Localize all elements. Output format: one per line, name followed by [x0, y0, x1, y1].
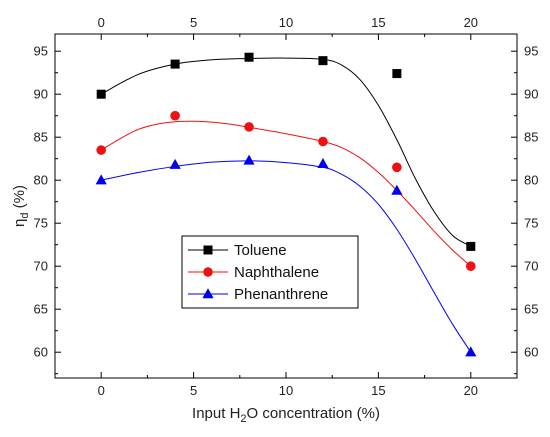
- y-tick-label-left: 85: [34, 130, 48, 145]
- phenanthrene-point: [169, 158, 181, 169]
- x-tick-label-top: 10: [279, 15, 293, 30]
- x-tick-label-bottom: 20: [464, 383, 478, 398]
- x-tick-label-top: 0: [98, 15, 105, 30]
- plot-frame: [54, 33, 518, 379]
- naphthalene-point: [170, 110, 180, 121]
- x-tick-label-bottom: 5: [190, 383, 197, 398]
- phenanthrene-point: [391, 184, 403, 195]
- phenanthrene-point: [465, 346, 477, 357]
- y-tick-label-right: 85: [524, 130, 538, 145]
- y-tick-label-right: 70: [524, 259, 538, 274]
- y-tick-label-right: 65: [524, 302, 538, 317]
- naphthalene-point: [318, 136, 328, 147]
- y-tick-label-left: 80: [34, 173, 48, 188]
- y-tick-label-right: 90: [524, 87, 538, 102]
- x-tick-label-bottom: 0: [98, 383, 105, 398]
- y-tick-label-right: 80: [524, 173, 538, 188]
- y-axis-title: ηd (%): [11, 185, 31, 227]
- y-tick-label-left: 95: [34, 44, 48, 59]
- y-tick-label-right: 75: [524, 216, 538, 231]
- toluene-point: [170, 59, 180, 69]
- toluene-curve: [100, 57, 472, 247]
- x-tick-label-top: 15: [371, 15, 385, 30]
- y-tick-label-left: 60: [34, 345, 48, 360]
- phenanthrene-point: [317, 158, 329, 169]
- naphthalene-point: [392, 162, 402, 173]
- legend-label-phenanthrene: Phenanthrene: [234, 286, 328, 303]
- legend-marker-toluene: [203, 245, 213, 255]
- y-tick-label-right: 60: [524, 345, 538, 360]
- legend-marker-phenanthrene: [202, 288, 214, 299]
- y-tick-label-left: 75: [34, 216, 48, 231]
- toluene-point: [96, 89, 106, 99]
- axis-ticks: [54, 34, 518, 378]
- toluene-point: [244, 52, 254, 62]
- legend-marker-naphthalene: [203, 267, 213, 277]
- x-tick-label-top: 5: [190, 15, 197, 30]
- naphthalene-point: [244, 122, 254, 132]
- legend-label-naphthalene: Naphthalene: [234, 264, 319, 281]
- phenanthrene-curve: [101, 160, 472, 353]
- y-tick-label-right: 95: [524, 44, 538, 59]
- phenanthrene-point: [95, 174, 107, 185]
- y-tick-label-left: 65: [34, 302, 48, 317]
- tick-labels: 0 0 5 5 10 10 15 15 20 20 60 60 65 65 70 70 75 75 80 80 85 85…: [34, 15, 539, 398]
- naphthalene-point: [96, 145, 106, 155]
- data-markers: [95, 52, 477, 357]
- x-tick-label-bottom: 15: [371, 383, 385, 398]
- toluene-point: [466, 241, 476, 251]
- x-axis-title: Input H2O concentration (%): [192, 405, 380, 425]
- y-tick-label-left: 70: [34, 259, 48, 274]
- fit-curves: [100, 57, 472, 353]
- x-tick-label-bottom: 10: [279, 383, 293, 398]
- legend: Toluene Naphthalene Phenanthrene: [181, 235, 359, 309]
- naphthalene-point: [466, 261, 476, 272]
- naphthalene-curve: [100, 120, 472, 267]
- phenanthrene-point: [243, 154, 255, 165]
- toluene-point: [318, 56, 328, 66]
- legend-label-toluene: Toluene: [234, 242, 287, 259]
- x-tick-label-top: 20: [464, 15, 478, 30]
- y-tick-label-left: 90: [34, 87, 48, 102]
- toluene-point: [392, 69, 402, 79]
